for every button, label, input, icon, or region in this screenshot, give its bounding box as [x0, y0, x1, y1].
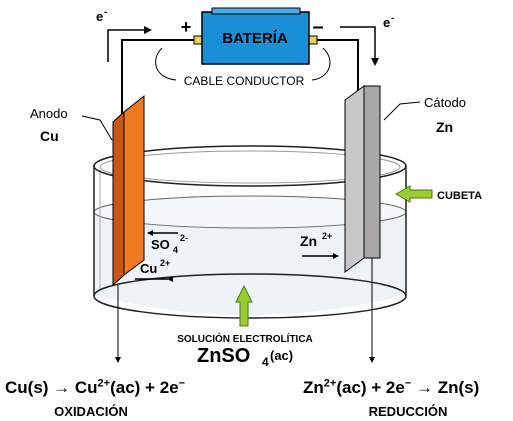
sulfate-base: SO: [151, 237, 170, 252]
electron-arrow-right: [340, 26, 379, 66]
reduction-eq-right: (ac) + 2e: [336, 378, 405, 397]
solution-fill: [94, 210, 406, 315]
copper-base: Cu: [140, 261, 157, 276]
reduction-eq-tail: → Zn(s): [411, 378, 480, 397]
electron-flow-right: e -: [340, 13, 394, 66]
electron-arrow-left: [107, 26, 152, 62]
sulfate-charge: 2-: [180, 233, 188, 243]
zinc-base: Zn: [300, 233, 317, 249]
battery: BATERÍA + –: [181, 7, 324, 65]
anode-metal: Cu: [40, 128, 59, 144]
reduction-label: REDUCCIÓN: [369, 404, 448, 419]
copper-charge: 2+: [160, 258, 170, 268]
oxidation-label: OXIDACIÓN: [54, 404, 128, 419]
oxidation-eq-left: Cu(s) → Cu: [5, 378, 98, 397]
cathode-label-group: Cátodo Zn: [383, 95, 466, 135]
reduction-eq-left: Zn: [303, 378, 324, 397]
sulfate-ion: SO 4 2-: [147, 230, 188, 255]
solution-label-group: SOLUCIÓN ELECTROLÍTICA ZnSO 4 (ac): [177, 284, 313, 369]
electron-charge-left: -: [104, 7, 107, 18]
electron-symbol-right: e: [383, 15, 390, 30]
circuit-wire: [121, 35, 359, 115]
oxidation-eq-left-charge: 2+: [97, 377, 111, 390]
cathode-label: Cátodo: [424, 95, 466, 110]
zinc-charge: 2+: [322, 231, 332, 241]
beaker-arrow-icon: [394, 185, 433, 203]
battery-label: BATERÍA: [222, 30, 288, 47]
solution-label: SOLUCIÓN ELECTROLÍTICA: [177, 332, 313, 345]
cable-label: CABLE CONDUCTOR: [184, 74, 305, 88]
sulfate-sub: 4: [173, 245, 178, 255]
electron-symbol-left: e: [96, 9, 103, 24]
reduction-equation: Zn2+(ac) + 2e− → Zn(s): [303, 378, 479, 398]
copper-ion: Cu 2+: [135, 258, 173, 282]
zinc-ion: Zn 2+: [300, 231, 339, 259]
battery-body: [201, 11, 310, 65]
anode-label: Anodo: [30, 106, 68, 121]
beaker-label: CUBETA: [437, 190, 482, 202]
beaker: [93, 145, 407, 319]
battery-minus: –: [312, 16, 323, 38]
battery-plus: +: [181, 17, 192, 37]
cathode-plate: [344, 85, 381, 363]
oxidation-eq-right: (ac) + 2e: [110, 378, 179, 397]
beaker-label-group: CUBETA: [394, 185, 482, 203]
cathode-metal: Zn: [436, 119, 453, 135]
solution-arrow-icon: [235, 284, 253, 327]
anode-label-group: Anodo Cu: [30, 106, 113, 144]
oxidation-equation: Cu(s) → Cu2+(ac) + 2e−: [5, 378, 185, 398]
solution-formula-base: ZnSO: [197, 345, 250, 367]
solution-formula-state: (ac): [270, 348, 293, 363]
cable-callout: CABLE CONDUCTOR: [155, 47, 331, 88]
solution-formula-sub: 4: [262, 355, 269, 369]
oxidation-eq-right-charge: −: [178, 377, 186, 390]
anode-plate: [112, 94, 145, 363]
electron-flow-left: e -: [96, 7, 152, 62]
electron-charge-right: -: [391, 13, 394, 24]
reduction-eq-left-charge: 2+: [323, 377, 337, 390]
reduction-eq-right-charge: −: [404, 377, 412, 390]
